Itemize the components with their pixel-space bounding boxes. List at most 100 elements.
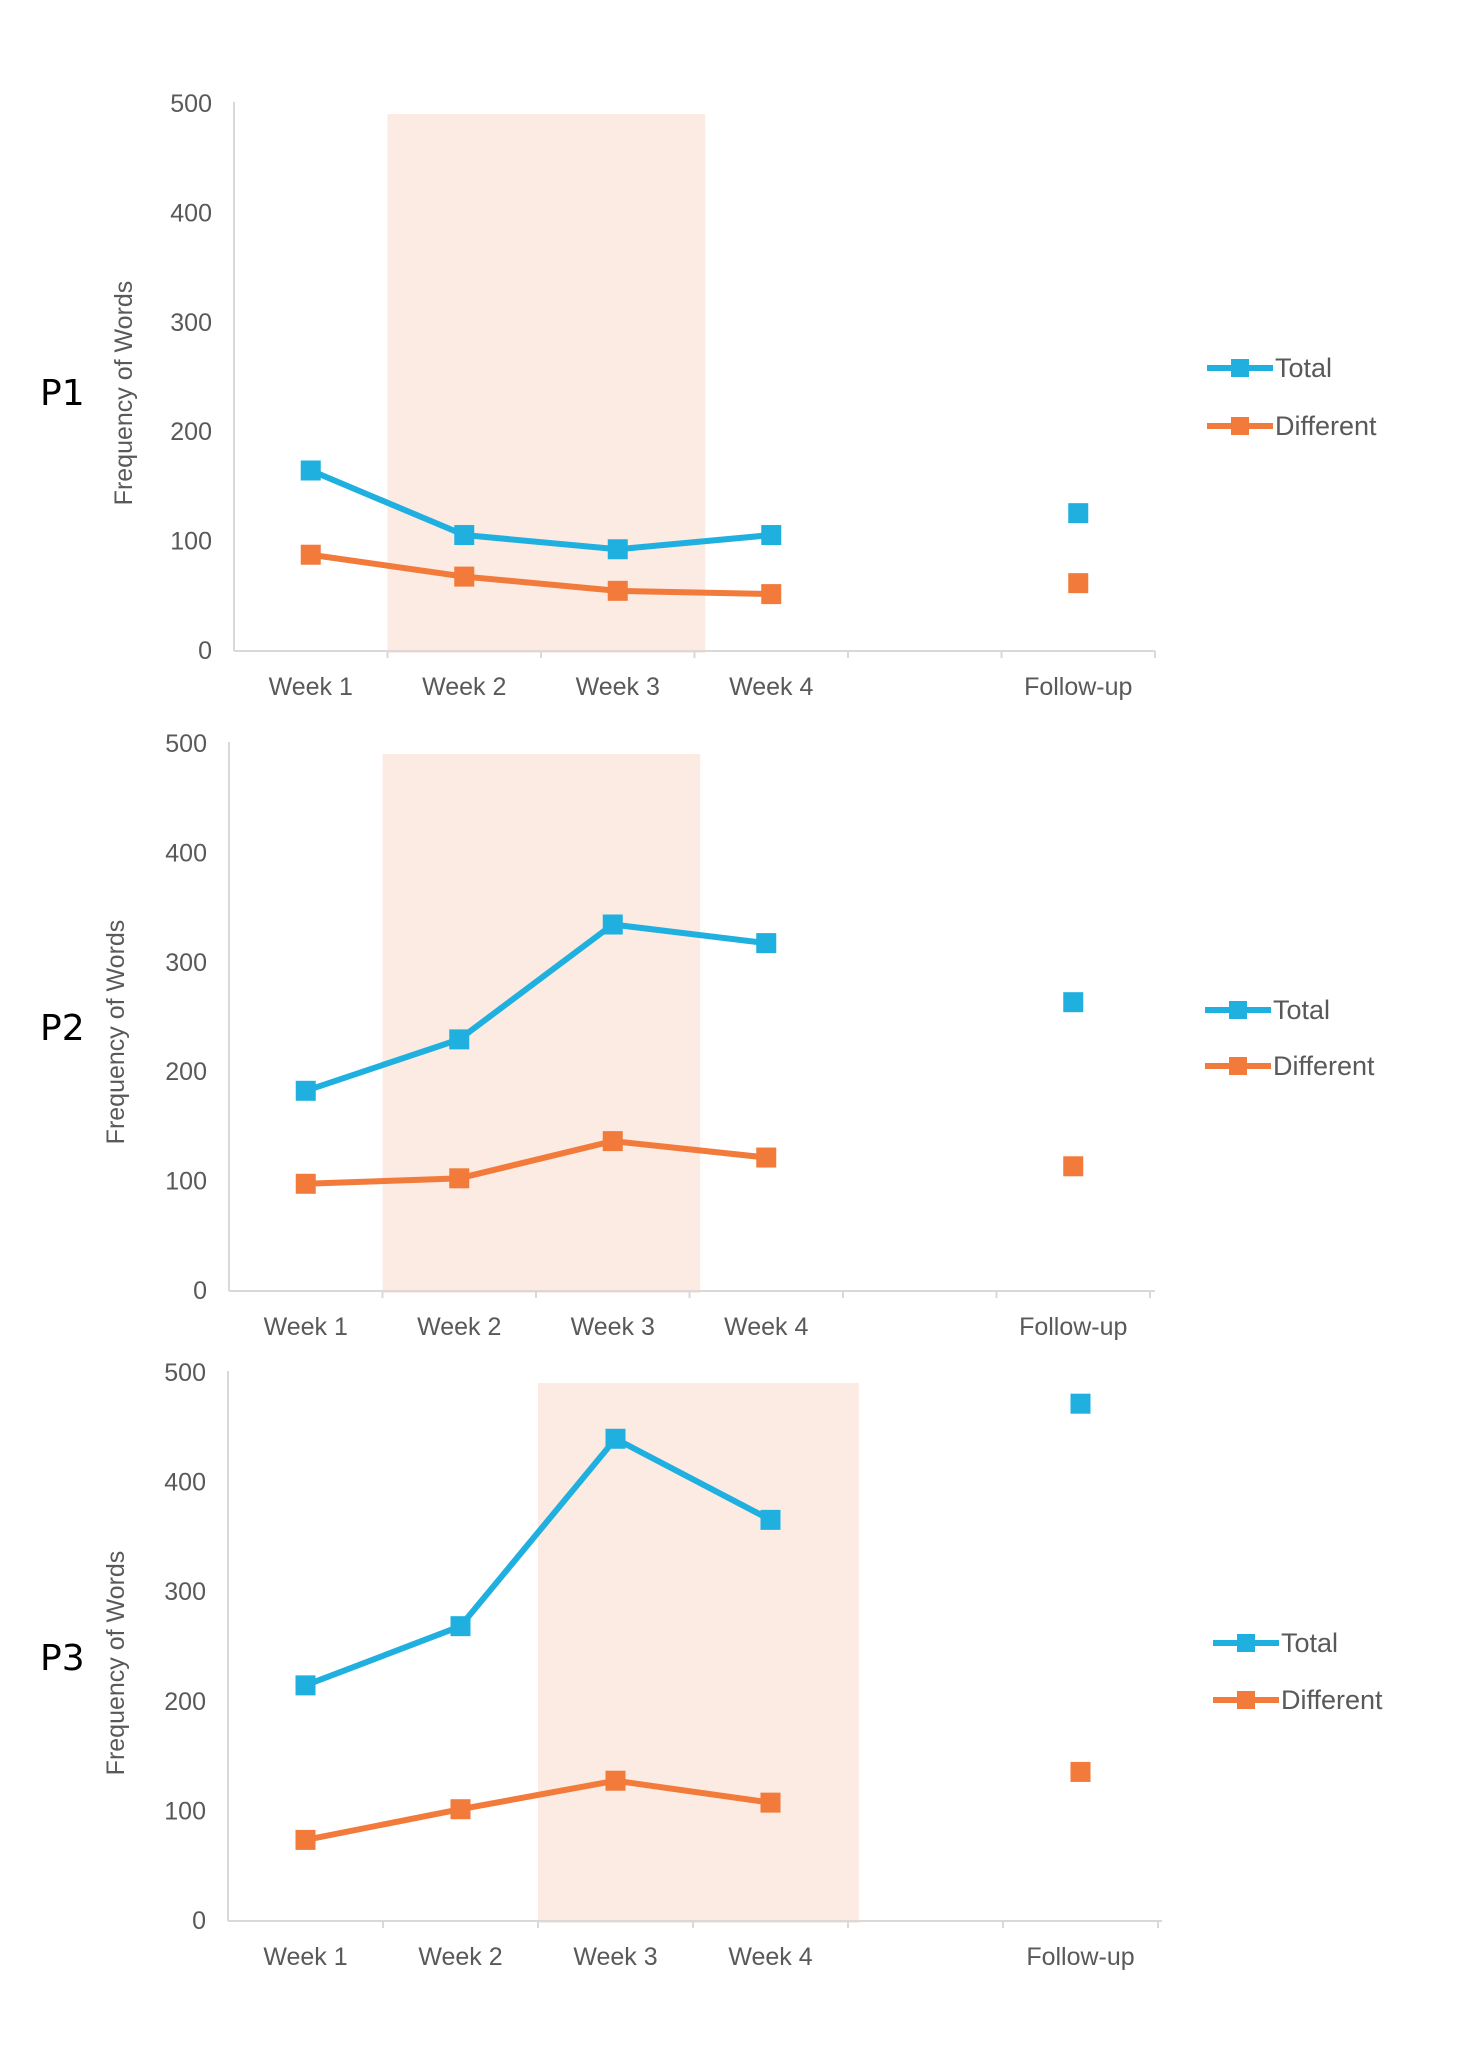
- data-point: [1063, 1156, 1084, 1177]
- x-tick-label: Follow-up: [1024, 673, 1132, 701]
- x-tick-label: Follow-up: [1026, 1943, 1134, 1971]
- y-tick-label: 200: [165, 1058, 207, 1086]
- x-tick-label: Week 4: [724, 1313, 808, 1341]
- y-tick-label: 300: [164, 1578, 206, 1606]
- y-tick-label: 300: [165, 949, 207, 977]
- y-tick-label: 0: [193, 1277, 207, 1305]
- y-tick-label: 0: [192, 1907, 206, 1935]
- series-different: [295, 1131, 1084, 1194]
- legend-swatch-marker: [1237, 1691, 1255, 1709]
- y-tick-label: 200: [164, 1688, 206, 1716]
- legend-label: Total: [1281, 1628, 1338, 1658]
- legend-item-different: Different: [1207, 411, 1377, 441]
- chart-panel-p1: 0 100 200 300 400 500 Week 1 Week 2 Week 3 Week 4…: [40, 90, 1377, 701]
- legend-item-total: Total: [1213, 1628, 1338, 1658]
- y-tick-label: 400: [170, 199, 212, 227]
- x-tick-label: Follow-up: [1019, 1313, 1127, 1341]
- phase-shading: [387, 114, 706, 653]
- x-tick-label: Week 2: [422, 673, 506, 701]
- x-tick-label: Week 2: [418, 1943, 502, 1971]
- data-point: [454, 525, 475, 546]
- chart-panel-p3: 0 100 200 300 400 500 Week 1 Week 2 Week 3 Week 4…: [40, 1359, 1383, 1971]
- legend-item-total: Total: [1205, 995, 1330, 1025]
- data-point: [450, 1616, 471, 1637]
- y-tick-label: 500: [164, 1359, 206, 1387]
- data-point: [605, 1428, 626, 1449]
- data-point: [450, 1799, 471, 1820]
- series-line: [309, 467, 772, 553]
- data-point: [295, 1675, 316, 1696]
- x-tick-label: Week 3: [571, 1313, 655, 1341]
- legend-label: Different: [1273, 1051, 1375, 1081]
- legend-swatch-marker: [1229, 1001, 1247, 1019]
- data-point: [295, 1829, 316, 1850]
- series-different: [300, 544, 1089, 605]
- panel-label: P2: [40, 1008, 85, 1049]
- series-line: [310, 551, 772, 598]
- panel-label: P3: [40, 1638, 85, 1679]
- data-point: [300, 460, 321, 481]
- x-tick-label: Week 3: [573, 1943, 657, 1971]
- data-point: [602, 914, 623, 935]
- data-point: [295, 1173, 316, 1194]
- data-point: [756, 933, 777, 954]
- data-point: [605, 1770, 626, 1791]
- legend-swatch-marker: [1237, 1634, 1255, 1652]
- x-tick-label: Week 1: [264, 1313, 348, 1341]
- y-axis-title: Frequency of Words: [110, 281, 138, 506]
- legend-label: Different: [1281, 1685, 1383, 1715]
- y-tick-label: 300: [170, 309, 212, 337]
- legend-label: Total: [1273, 995, 1330, 1025]
- data-point: [1068, 573, 1089, 594]
- y-tick-label: 500: [170, 90, 212, 118]
- series-different: [295, 1761, 1091, 1850]
- series-total: [300, 460, 1089, 560]
- series-line: [305, 1138, 767, 1187]
- data-point: [761, 525, 782, 546]
- data-point: [454, 566, 475, 587]
- legend-swatch-marker: [1231, 417, 1249, 435]
- data-point: [1063, 992, 1084, 1013]
- y-tick-label: 200: [170, 418, 212, 446]
- series-line: [304, 1435, 772, 1689]
- legend-item-different: Different: [1205, 1051, 1375, 1081]
- data-point: [1070, 1393, 1091, 1414]
- data-point: [607, 539, 628, 560]
- y-tick-label: 100: [164, 1797, 206, 1825]
- x-tick-label: Week 1: [263, 1943, 347, 1971]
- chart-panel-p2: 0 100 200 300 400 500 Week 1 Week 2 Week 3 Week 4…: [40, 730, 1375, 1341]
- x-tick-label: Week 2: [417, 1313, 501, 1341]
- data-point: [295, 1080, 316, 1101]
- x-tick-label: Week 3: [576, 673, 660, 701]
- data-point: [449, 1029, 470, 1050]
- data-point: [607, 580, 628, 601]
- data-point: [761, 584, 782, 605]
- data-point: [1068, 503, 1089, 524]
- y-tick-label: 400: [164, 1469, 206, 1497]
- y-tick-label: 400: [165, 839, 207, 867]
- legend-item-different: Different: [1213, 1685, 1383, 1715]
- data-point: [760, 1509, 781, 1530]
- series-total: [295, 1393, 1091, 1696]
- legend-swatch-marker: [1231, 359, 1249, 377]
- data-point: [1070, 1761, 1091, 1782]
- x-tick-label: Week 4: [728, 1943, 812, 1971]
- data-point: [602, 1131, 623, 1152]
- series-total: [295, 914, 1084, 1101]
- y-tick-label: 0: [198, 637, 212, 665]
- legend-label: Different: [1275, 411, 1377, 441]
- phase-shading: [382, 754, 701, 1293]
- x-tick-label: Week 1: [269, 673, 353, 701]
- legend-swatch-marker: [1229, 1057, 1247, 1075]
- data-point: [760, 1792, 781, 1813]
- panel-label: P1: [40, 373, 85, 414]
- legend-label: Total: [1275, 353, 1332, 383]
- phase-shading: [538, 1383, 859, 1923]
- y-tick-label: 100: [165, 1168, 207, 1196]
- data-point: [449, 1168, 470, 1189]
- y-tick-label: 500: [165, 730, 207, 758]
- y-tick-label: 100: [170, 528, 212, 556]
- data-point: [300, 544, 321, 565]
- series-line: [304, 921, 767, 1094]
